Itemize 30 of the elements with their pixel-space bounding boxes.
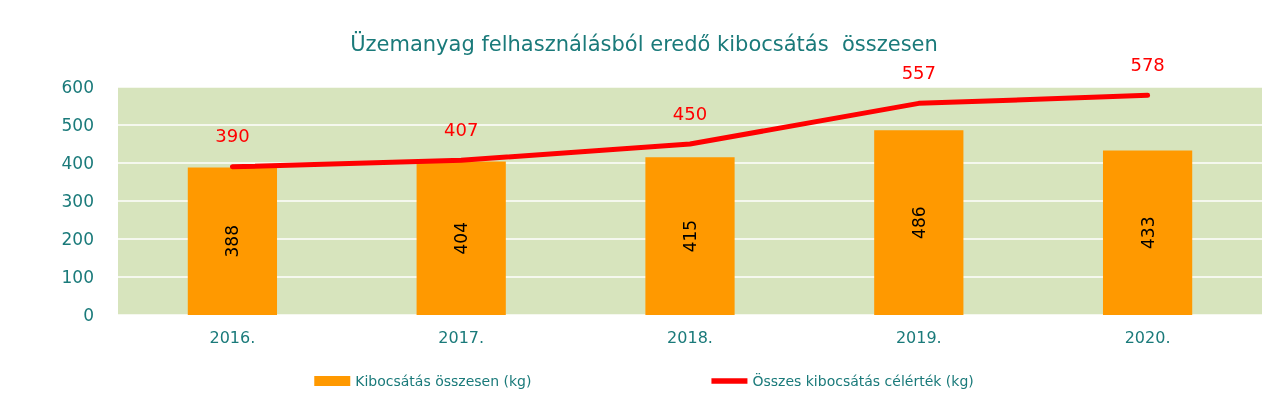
data-label: 578 bbox=[1130, 53, 1165, 75]
x-tick-label: 2020. bbox=[1124, 327, 1171, 347]
y-tick-label: 400 bbox=[61, 153, 94, 173]
x-tick-label: 2016. bbox=[209, 327, 256, 347]
y-tick-label: 0 bbox=[83, 305, 94, 325]
data-label: 433 bbox=[1137, 216, 1158, 249]
y-tick-label: 100 bbox=[61, 267, 94, 287]
data-label: 404 bbox=[451, 222, 472, 255]
data-label: 388 bbox=[222, 225, 243, 258]
legend-label: Összes kibocsátás célérték (kg) bbox=[752, 372, 974, 389]
data-label: 486 bbox=[908, 206, 929, 239]
bar bbox=[187, 167, 278, 315]
data-label: 450 bbox=[672, 102, 708, 124]
bar bbox=[1102, 150, 1193, 315]
chart-title: Üzemanyag felhasználásból eredő kibocsátás összesen bbox=[350, 30, 938, 56]
x-tick-label: 2017. bbox=[438, 327, 485, 347]
y-tick-label: 500 bbox=[61, 115, 94, 135]
x-tick-label: 2019. bbox=[895, 327, 942, 347]
data-label: 557 bbox=[901, 61, 936, 83]
data-label: 407 bbox=[444, 118, 479, 140]
data-label: 415 bbox=[680, 219, 700, 253]
data-label: 390 bbox=[215, 125, 250, 147]
bar bbox=[874, 130, 964, 315]
bar bbox=[416, 161, 506, 315]
bar bbox=[645, 157, 735, 315]
y-tick-label: 200 bbox=[61, 229, 94, 249]
y-tick-label: 600 bbox=[61, 77, 94, 97]
legend-label: Kibocsátás összesen (kg) bbox=[355, 373, 532, 389]
y-tick-label: 300 bbox=[61, 191, 94, 211]
x-tick-label: 2018. bbox=[667, 327, 713, 347]
